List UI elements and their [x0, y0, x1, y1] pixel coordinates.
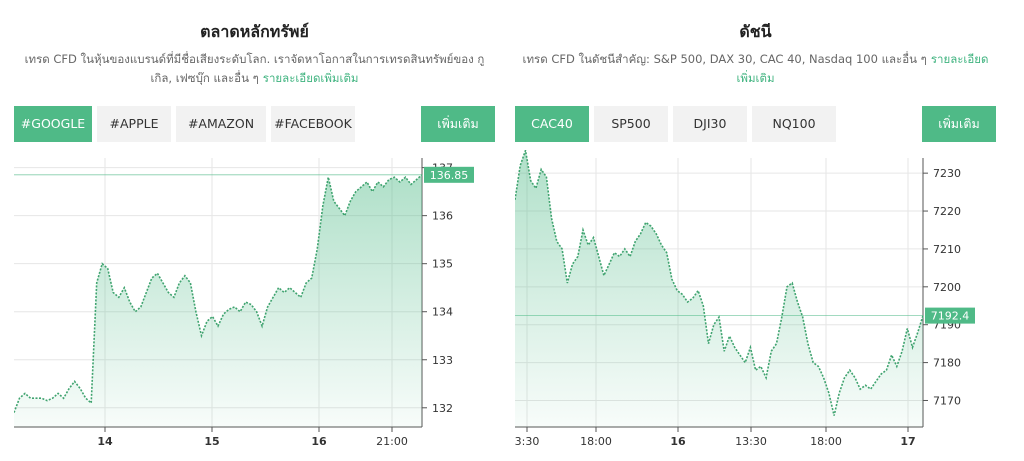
tab-facebook[interactable]: #FACEBOOK	[271, 106, 355, 142]
x-tick-label: 21:00	[376, 435, 408, 448]
y-tick-label: 136	[432, 210, 453, 223]
x-tick-label: 16	[670, 435, 686, 448]
x-tick-label: 3:30	[515, 435, 539, 448]
stocks-more-button[interactable]: เพิ่มเติม	[421, 106, 495, 142]
stocks-description-text: เทรด CFD ในหุ้นของแบรนด์ที่มีชื่อเสียงระ…	[24, 52, 485, 85]
y-tick-label: 135	[432, 258, 453, 271]
y-tick-label: 133	[432, 354, 453, 367]
x-tick-label: 16	[311, 435, 327, 448]
x-tick-label: 18:00	[810, 435, 842, 448]
tab-sp500[interactable]: SP500	[594, 106, 668, 142]
x-tick-label: 13:30	[735, 435, 767, 448]
tab-apple[interactable]: #APPLE	[97, 106, 171, 142]
indices-title: ดัชนี	[739, 22, 772, 41]
y-tick-label: 132	[432, 402, 453, 415]
tab-cac40[interactable]: CAC40	[515, 106, 589, 142]
series-area	[14, 174, 422, 427]
tab-google[interactable]: #GOOGLE	[14, 106, 92, 142]
tab-dji30[interactable]: DJI30	[673, 106, 747, 142]
tab-nq100[interactable]: NQ100	[752, 106, 836, 142]
indices-description-text: เทรด CFD ในดัชนีสำคัญ: S&P 500, DAX 30, …	[522, 52, 927, 66]
y-tick-label: 7180	[933, 357, 961, 370]
stocks-description: เทรด CFD ในหุ้นของแบรนด์ที่มีชื่อเสียงระ…	[14, 50, 495, 88]
x-tick-label: 14	[97, 435, 113, 448]
series-area	[515, 150, 923, 427]
tab-amazon[interactable]: #AMAZON	[176, 106, 266, 142]
y-tick-label: 7230	[933, 167, 961, 180]
y-tick-label: 7200	[933, 281, 961, 294]
current-value-label: 136.85	[430, 169, 469, 182]
indices-description: เทรด CFD ในดัชนีสำคัญ: S&P 500, DAX 30, …	[515, 50, 996, 88]
x-tick-label: 18:00	[580, 435, 612, 448]
current-value-badge	[424, 166, 474, 183]
indices-more-button[interactable]: เพิ่มเติม	[922, 106, 996, 142]
stocks-title: ตลาดหลักทรัพย์	[200, 22, 309, 41]
x-tick-label: 15	[204, 435, 219, 448]
indices-more-link[interactable]: รายละเอียดเพิ่มเติม	[736, 52, 989, 85]
current-value-label: 7192.4	[931, 310, 970, 323]
y-tick-label: 7170	[933, 394, 961, 407]
stocks-more-link[interactable]: รายละเอียดเพิ่มเติม	[262, 71, 359, 85]
series-line	[14, 174, 423, 413]
current-value-badge	[925, 307, 975, 324]
y-tick-label: 7210	[933, 243, 961, 256]
series-line	[515, 150, 924, 416]
x-tick-label: 17	[900, 435, 915, 448]
y-tick-label: 7220	[933, 205, 961, 218]
y-tick-label: 134	[432, 306, 453, 319]
